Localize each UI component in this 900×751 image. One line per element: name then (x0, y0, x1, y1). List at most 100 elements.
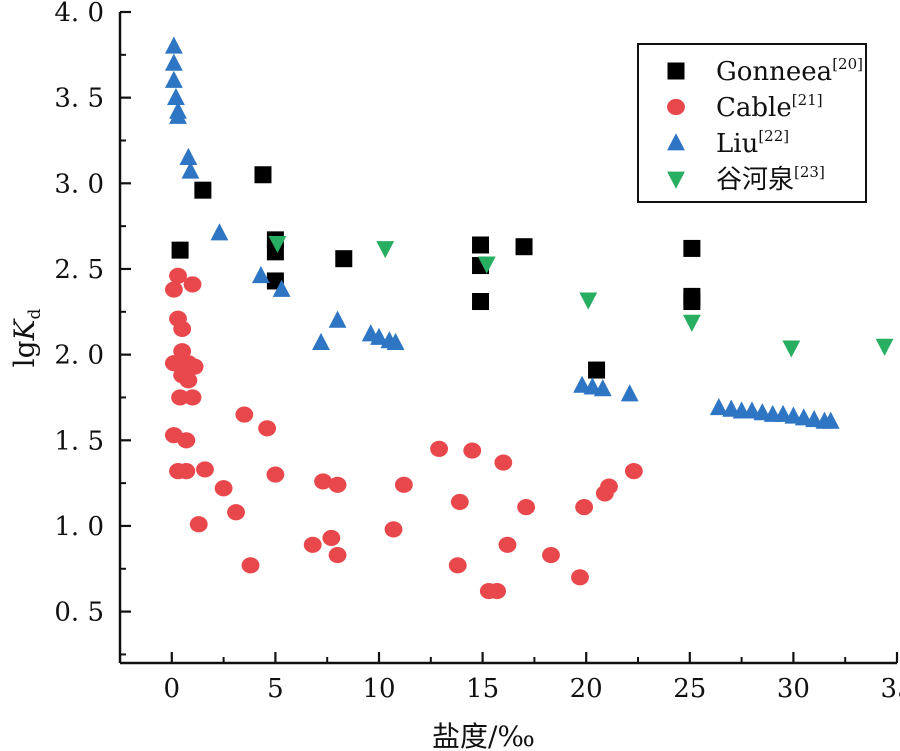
data-point (571, 569, 589, 586)
data-point (376, 241, 395, 259)
series-4 (268, 235, 894, 358)
data-point (784, 406, 803, 424)
data-point (328, 476, 347, 493)
data-point (774, 404, 792, 422)
data-point (181, 161, 200, 179)
data-point (805, 409, 824, 428)
data-point (600, 478, 618, 495)
series-3 (164, 36, 840, 429)
data-point (214, 480, 233, 497)
data-point (314, 473, 332, 490)
data-point (171, 241, 189, 259)
y-tick-label: 2. 5 (54, 255, 104, 285)
series-2 (164, 267, 643, 600)
data-point (472, 293, 490, 311)
x-tick-label: 5 (267, 674, 284, 704)
data-point (169, 267, 187, 284)
data-point (875, 338, 894, 356)
data-point (227, 504, 245, 521)
data-point (254, 166, 272, 184)
x-tick-label: 15 (466, 674, 499, 704)
data-point (430, 440, 449, 457)
x-tick-label: 20 (570, 674, 603, 704)
data-point (179, 372, 198, 389)
data-point (183, 276, 202, 293)
data-point (386, 332, 405, 350)
data-point (450, 493, 469, 511)
data-point (583, 377, 602, 395)
data-point (498, 536, 517, 553)
data-point (164, 355, 183, 372)
data-point (194, 181, 212, 199)
data-point (241, 557, 260, 574)
data-point (303, 536, 322, 553)
data-point (542, 546, 560, 564)
y-tick-label: 1. 5 (54, 426, 104, 456)
data-point (821, 411, 840, 429)
data-point (782, 340, 801, 358)
data-point (593, 379, 612, 397)
data-point (575, 499, 594, 516)
data-point (179, 147, 198, 165)
data-point (173, 343, 192, 360)
x-tick-label: 0 (164, 674, 181, 704)
data-point (794, 408, 813, 426)
data-point (328, 546, 347, 564)
legend-marker (667, 171, 685, 189)
data-point (448, 557, 467, 574)
y-tick-label: 0. 5 (54, 598, 104, 628)
data-point (210, 223, 229, 241)
data-point (472, 236, 490, 254)
data-point (185, 358, 204, 375)
data-point (477, 256, 496, 274)
y-tick-label: 1. 0 (54, 512, 104, 542)
axes (118, 12, 897, 665)
data-point (579, 292, 598, 310)
data-point (183, 389, 202, 406)
data-point (753, 403, 772, 421)
legend-marker (667, 98, 685, 116)
data-point (268, 235, 287, 254)
data-point (328, 310, 347, 328)
ticks: 0 5 10 15 20 25 30 35 0. 5 1. 0 1. 5 2. 0 2. 5 3. 0 3.… (54, 0, 900, 704)
data-point (189, 516, 208, 533)
data-point (620, 384, 639, 402)
data-point (258, 420, 277, 437)
data-point (171, 389, 190, 406)
x-tick-label: 10 (362, 674, 395, 704)
data-point (235, 406, 254, 423)
y-tick-label: 3. 0 (54, 169, 104, 199)
data-point (683, 293, 701, 311)
data-point (682, 314, 701, 332)
data-point (272, 279, 291, 297)
legend-marker (667, 62, 685, 80)
data-point (173, 320, 192, 338)
legend-label: Cable[21] (716, 91, 823, 123)
series-1 (171, 166, 701, 379)
data-point (169, 106, 187, 124)
data-point (164, 53, 183, 71)
data-point (164, 70, 183, 88)
data-point (517, 499, 536, 516)
y-axis-title: lgKd (8, 309, 45, 368)
legend-marker (667, 133, 685, 151)
data-point (167, 87, 185, 105)
data-point (624, 463, 643, 480)
x-tick-label: 30 (777, 674, 810, 704)
axis-titles: 盐度/‰ lgKd (8, 309, 535, 751)
x-tick-label: 25 (673, 674, 706, 704)
data-point (588, 361, 606, 379)
legend-label: Liu[22] (716, 127, 789, 159)
data-point (322, 529, 341, 547)
y-tick-label: 2. 0 (54, 341, 104, 371)
data-point (494, 454, 513, 471)
legend: Gonneea[20] Cable[21] Liu[22] 谷河泉[23] (637, 43, 867, 203)
data-point (515, 238, 533, 256)
data-point (743, 401, 761, 419)
data-point (266, 466, 285, 483)
data-point (394, 476, 413, 493)
x-tick-label: 35 (880, 674, 900, 704)
legend-label: Gonneea[20] (716, 55, 863, 87)
data-point (722, 399, 741, 417)
